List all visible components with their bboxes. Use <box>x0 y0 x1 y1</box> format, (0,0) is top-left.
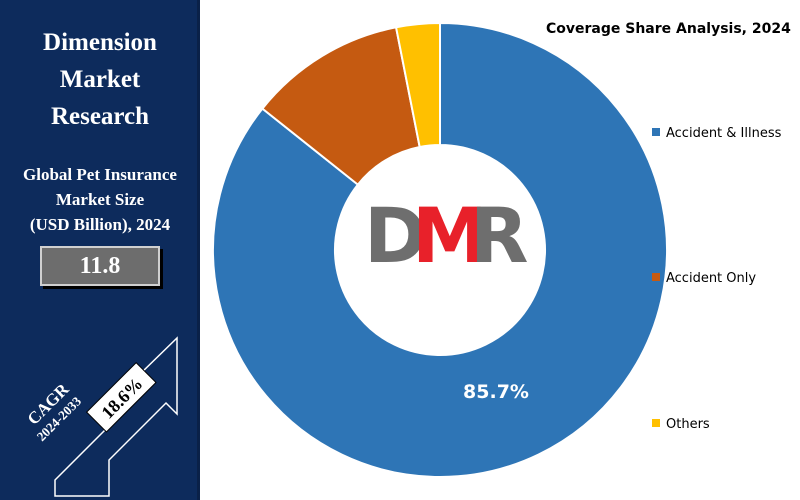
logo-letter-m: M <box>412 191 488 280</box>
donut-slice-others <box>394 21 441 149</box>
legend-swatch-others <box>652 419 660 427</box>
brand-line-3: Research <box>50 103 150 130</box>
brand-line-1: Dimension <box>43 29 157 56</box>
logo-letter-r: R <box>470 191 529 280</box>
donut-slice-accident-illness <box>212 21 668 478</box>
brand-line-2: Market <box>59 66 141 93</box>
legend-label-others: Others <box>666 417 710 432</box>
donut-chart: 85.7% D M R <box>212 21 668 478</box>
donut-slices <box>212 21 668 478</box>
dmr-logo: D M R <box>364 191 529 280</box>
legend-swatch-accident-only <box>652 273 660 281</box>
chart-title: Coverage Share Analysis, 2024 <box>546 21 791 37</box>
market-size-label: Global Pet Insurance Market Size (USD Bi… <box>0 162 200 237</box>
left-info-panel: Dimension Market Research Global Pet Ins… <box>0 0 200 500</box>
legend-item-others: Others <box>652 417 710 432</box>
market-label-line-2: Market Size <box>55 190 145 209</box>
market-label-line-1: Global Pet Insurance <box>23 165 177 184</box>
cagr-arrow-graphic: CAGR 2024-2033 18.6% <box>24 336 178 497</box>
brand-title: Dimension Market Research <box>0 24 200 135</box>
legend-item-accident-illness: Accident & Illness <box>652 126 781 141</box>
legend-label-accident-illness: Accident & Illness <box>666 126 782 141</box>
legend-label-accident-only: Accident Only <box>666 271 757 286</box>
logo-letter-d: D <box>364 191 427 280</box>
slice-label-accident-illness: 85.7% <box>463 381 529 403</box>
market-size-value: 11.8 <box>40 246 160 286</box>
legend-item-accident-only: Accident Only <box>652 271 756 286</box>
legend-swatch-accident-illness <box>652 128 660 136</box>
market-label-line-3: (USD Billion), 2024 <box>29 215 171 234</box>
